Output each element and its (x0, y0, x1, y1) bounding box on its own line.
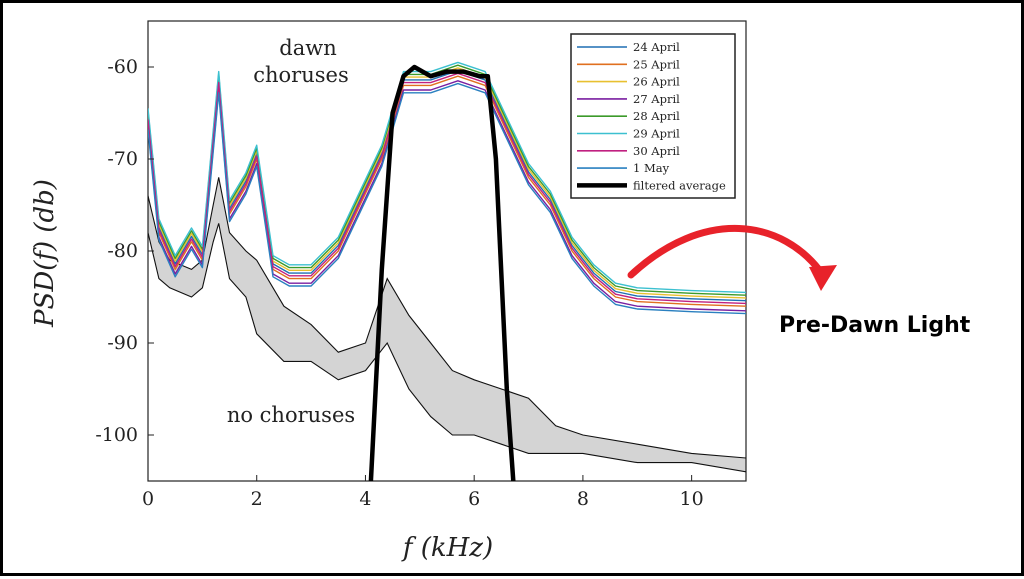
series-line-6 (148, 72, 746, 305)
series-layer (148, 61, 746, 481)
series-line-7 (148, 82, 746, 315)
red-arrow-icon (627, 225, 827, 279)
x-ticks: 0 2 4 6 8 10 (142, 475, 704, 510)
legend-label: 26 April (633, 75, 680, 89)
series-line-8 (368, 64, 516, 481)
y-tick-label: -90 (107, 332, 138, 354)
x-tick-label: 0 (142, 488, 154, 510)
y-ticks: -60 -70 -80 -90 -100 (95, 56, 154, 446)
legend-label: 24 April (633, 40, 680, 54)
no-chorus-band-layer (148, 177, 746, 473)
series-line-5 (148, 61, 746, 294)
legend-label: filtered average (633, 178, 726, 192)
legend-label: 25 April (633, 57, 680, 71)
no-chorus-band (148, 177, 746, 473)
legend-label: 28 April (633, 109, 680, 123)
legend-label: 1 May (633, 161, 670, 175)
legend-label: 29 April (633, 127, 680, 141)
y-tick-label: -80 (107, 240, 138, 262)
y-axis-label: PSD(f) (db) (30, 179, 60, 328)
pre-dawn-light-label: Pre-Dawn Light (779, 313, 971, 338)
red-arrow-head-icon (809, 265, 837, 291)
x-tick-label: 4 (359, 488, 371, 510)
x-tick-label: 10 (680, 488, 704, 510)
annotation-choruses: choruses (253, 63, 348, 87)
legend-items: 24 April 25 April 26 April 27 April 28 April… (577, 40, 726, 192)
annotation-no-choruses: no choruses (227, 403, 355, 427)
legend-label: 27 April (633, 92, 680, 106)
y-tick-label: -100 (95, 424, 138, 446)
y-tick-label: -60 (107, 56, 138, 78)
x-tick-label: 6 (468, 488, 480, 510)
psd-chart: 0 2 4 6 8 10 -60 -70 -80 -90 -100 dawn choruses n… (30, 20, 837, 563)
x-tick-label: 2 (251, 488, 263, 510)
x-axis-label: f (kHz) (401, 533, 493, 563)
annotation-dawn: dawn (279, 36, 336, 60)
y-tick-label: -70 (107, 148, 138, 170)
legend-label: 30 April (633, 144, 680, 158)
x-tick-label: 8 (577, 488, 589, 510)
legend: 24 April 25 April 26 April 27 April 28 April… (570, 33, 736, 199)
